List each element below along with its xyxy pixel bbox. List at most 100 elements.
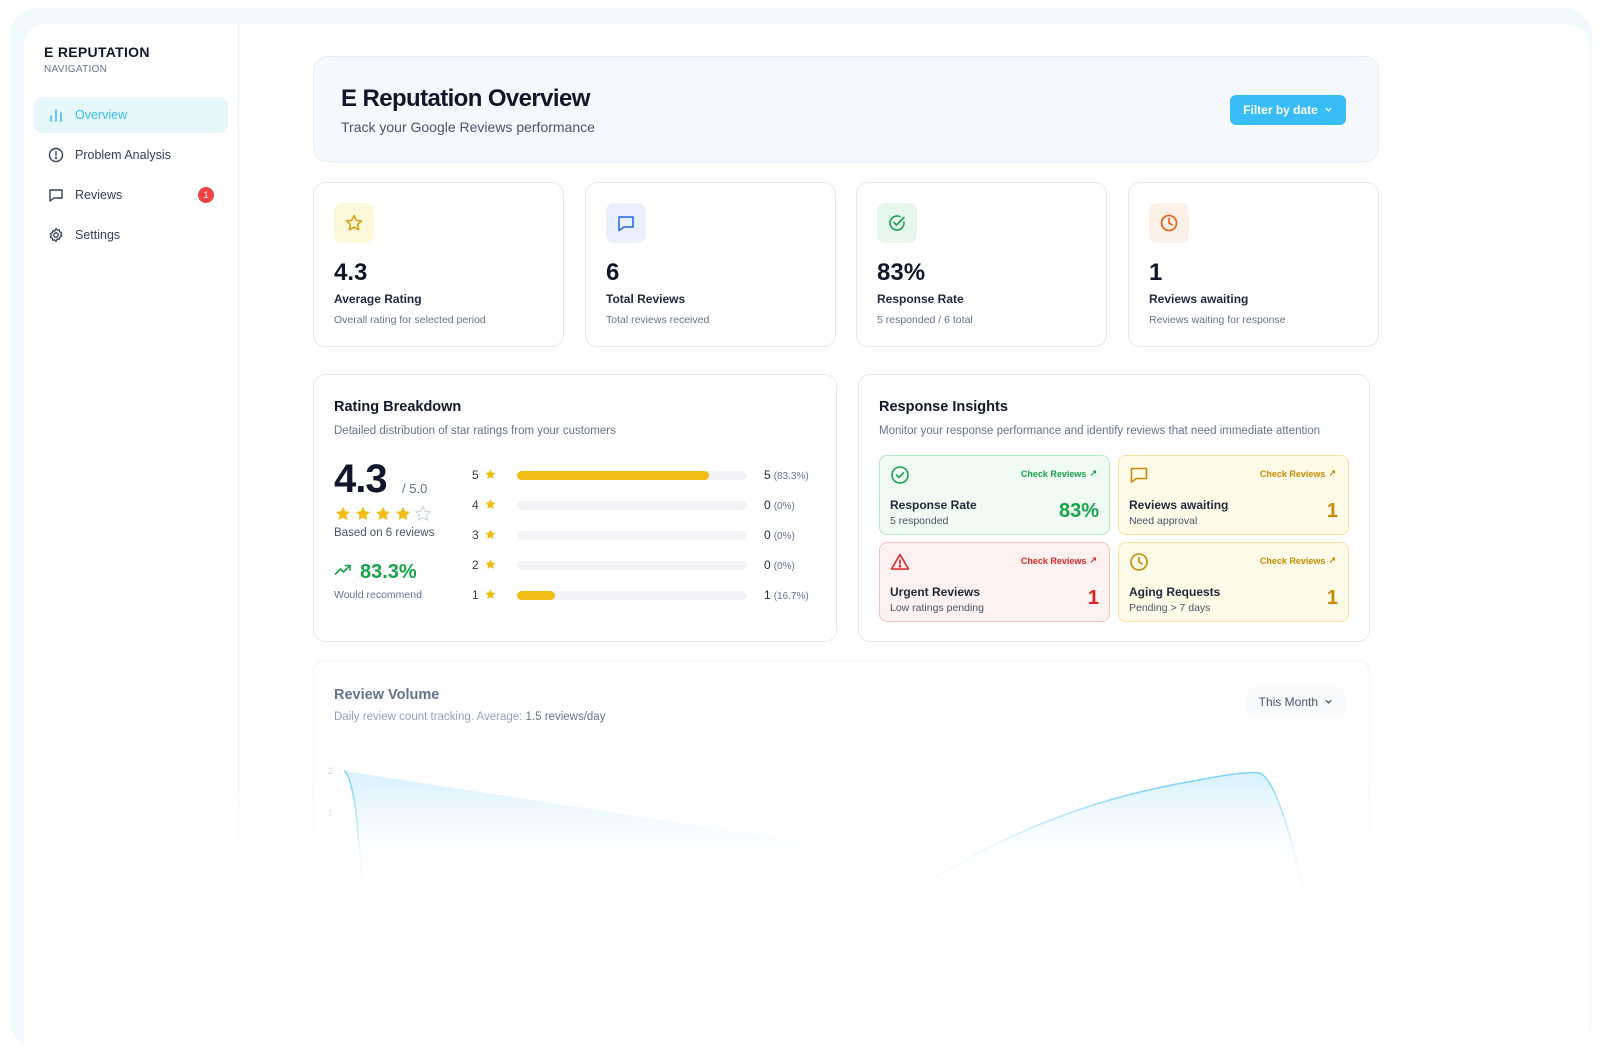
rating-row: 2 0 (0%) xyxy=(472,555,812,575)
rating-percent: (16.7%) xyxy=(773,591,809,602)
chevron-down-icon xyxy=(1324,695,1333,709)
sidebar-nav: Overview Problem Analysis Reviews 1 Set xyxy=(34,97,228,253)
stat-description: Total reviews received xyxy=(606,314,710,326)
insight-reviews-awaiting: Check Reviews ↗ Reviews awaiting Need app… xyxy=(1118,455,1349,535)
stat-label: Total Reviews xyxy=(606,292,686,306)
rating-bar-track xyxy=(517,561,747,570)
link-label: Check Reviews xyxy=(1259,555,1326,566)
star-icon xyxy=(484,468,497,486)
rating-row: 3 0 (0%) xyxy=(472,525,812,545)
card-subtitle: Monitor your response performance and id… xyxy=(879,425,1321,437)
star-empty-icon xyxy=(414,505,432,522)
card-subtitle: Detailed distribution of star ratings fr… xyxy=(334,425,616,437)
overall-rating-value: 4.3 xyxy=(334,457,388,501)
filter-button-label: Filter by date xyxy=(1243,103,1318,117)
stat-value: 6 xyxy=(606,259,620,286)
rating-row: 4 0 (0%) xyxy=(472,495,812,515)
subtitle-prefix: Daily review count tracking. Average: xyxy=(334,711,526,723)
sidebar-item-label: Overview xyxy=(75,108,128,122)
rating-percent: (83.3%) xyxy=(773,471,809,482)
recommend-stat: 83.3% xyxy=(334,561,417,584)
clock-icon xyxy=(1129,552,1149,577)
rating-count-value: 5 xyxy=(764,468,771,482)
insight-description: Low ratings pending xyxy=(890,602,984,614)
period-select[interactable]: This Month xyxy=(1246,687,1345,717)
star-filled-icon xyxy=(375,506,391,521)
sidebar-item-reviews[interactable]: Reviews 1 xyxy=(34,177,228,213)
check-reviews-link[interactable]: Check Reviews ↗ xyxy=(1021,468,1097,479)
sidebar-item-label: Reviews xyxy=(75,188,123,202)
chevron-down-icon xyxy=(1324,103,1333,117)
stat-value: 4.3 xyxy=(334,259,368,286)
link-label: Check Reviews xyxy=(1020,555,1087,566)
stat-label: Response Rate xyxy=(877,292,964,306)
rating-breakdown-card: Rating Breakdown Detailed distribution o… xyxy=(313,374,837,642)
rating-stars xyxy=(334,505,432,523)
star-icon xyxy=(484,558,497,576)
message-square-icon xyxy=(606,203,646,243)
sidebar-item-overview[interactable]: Overview xyxy=(34,97,228,133)
insight-value: 83% xyxy=(1058,500,1099,522)
insight-description: Need approval xyxy=(1129,515,1198,527)
trending-up-icon xyxy=(334,561,352,584)
check-circle-icon xyxy=(890,465,910,490)
rating-percent: (0%) xyxy=(773,501,795,512)
insight-aging-requests: Check Reviews ↗ Aging Requests Pending > … xyxy=(1118,542,1349,622)
rating-bar-fill xyxy=(517,471,709,480)
stat-description: Overall rating for selected period xyxy=(334,314,486,326)
star-icon xyxy=(334,203,374,243)
check-reviews-link[interactable]: Check Reviews ↗ xyxy=(1260,555,1336,566)
sidebar-item-label: Problem Analysis xyxy=(75,148,171,162)
reviews-count-badge: 1 xyxy=(198,187,214,203)
sidebar-item-problem-analysis[interactable]: Problem Analysis xyxy=(34,137,228,173)
message-square-icon xyxy=(48,187,64,203)
arrow-up-right-icon: ↗ xyxy=(1328,468,1336,478)
rating-scale: / 5.0 xyxy=(402,481,428,496)
check-reviews-link[interactable]: Check Reviews ↗ xyxy=(1260,468,1336,479)
average-value: 1.5 reviews/day xyxy=(525,711,606,723)
insight-value: 1 xyxy=(1087,587,1099,609)
clock-icon xyxy=(1149,203,1189,243)
star-level: 3 xyxy=(472,528,479,542)
sidebar-item-settings[interactable]: Settings xyxy=(34,217,228,253)
app-window: E REPUTATION NAVIGATION Overview Problem… xyxy=(24,24,1589,1057)
rating-row: 5 5 (83.3%) xyxy=(472,465,812,485)
check-circle-icon xyxy=(877,203,917,243)
insight-title: Urgent Reviews xyxy=(890,585,981,599)
stat-value: 1 xyxy=(1149,259,1163,286)
rating-bar-track xyxy=(517,591,747,600)
arrow-up-right-icon: ↗ xyxy=(1328,555,1336,565)
rating-count: 0 (0%) xyxy=(764,498,795,512)
insight-title: Aging Requests xyxy=(1129,585,1221,599)
star-filled-icon xyxy=(395,506,411,521)
rating-percent: (0%) xyxy=(773,531,795,542)
check-reviews-link[interactable]: Check Reviews ↗ xyxy=(1021,555,1097,566)
rating-percent: (0%) xyxy=(773,561,795,572)
rating-bar-track xyxy=(517,531,747,540)
insight-description: 5 responded xyxy=(890,515,949,527)
star-icon xyxy=(484,498,497,516)
message-square-icon xyxy=(1129,465,1149,490)
star-filled-icon xyxy=(355,506,371,521)
filter-by-date-button[interactable]: Filter by date xyxy=(1230,95,1346,125)
rating-count-value: 1 xyxy=(764,588,771,602)
y-tick-label: 2 xyxy=(328,766,333,776)
bottom-blank xyxy=(24,889,1589,1057)
star-level: 2 xyxy=(472,558,479,572)
brand-title: E REPUTATION xyxy=(44,44,150,60)
page-subtitle: Track your Google Reviews performance xyxy=(341,119,595,135)
nav-section-label: NAVIGATION xyxy=(44,64,108,75)
rating-count: 1 (16.7%) xyxy=(764,588,809,602)
insight-urgent-reviews: Check Reviews ↗ Urgent Reviews Low rating… xyxy=(879,542,1110,622)
stat-card-response-rate: 83% Response Rate 5 responded / 6 total xyxy=(856,182,1107,347)
star-icon xyxy=(484,588,497,606)
rating-count: 0 (0%) xyxy=(764,558,795,572)
card-title: Review Volume xyxy=(334,687,440,703)
rating-count-value: 0 xyxy=(764,498,771,512)
bottom-fade-overlay xyxy=(24,784,1589,904)
rating-bar-track xyxy=(517,501,747,510)
arrow-up-right-icon: ↗ xyxy=(1089,555,1097,565)
rating-bar-track xyxy=(517,471,747,480)
rating-count-value: 0 xyxy=(764,558,771,572)
rating-bar-fill xyxy=(517,591,556,600)
